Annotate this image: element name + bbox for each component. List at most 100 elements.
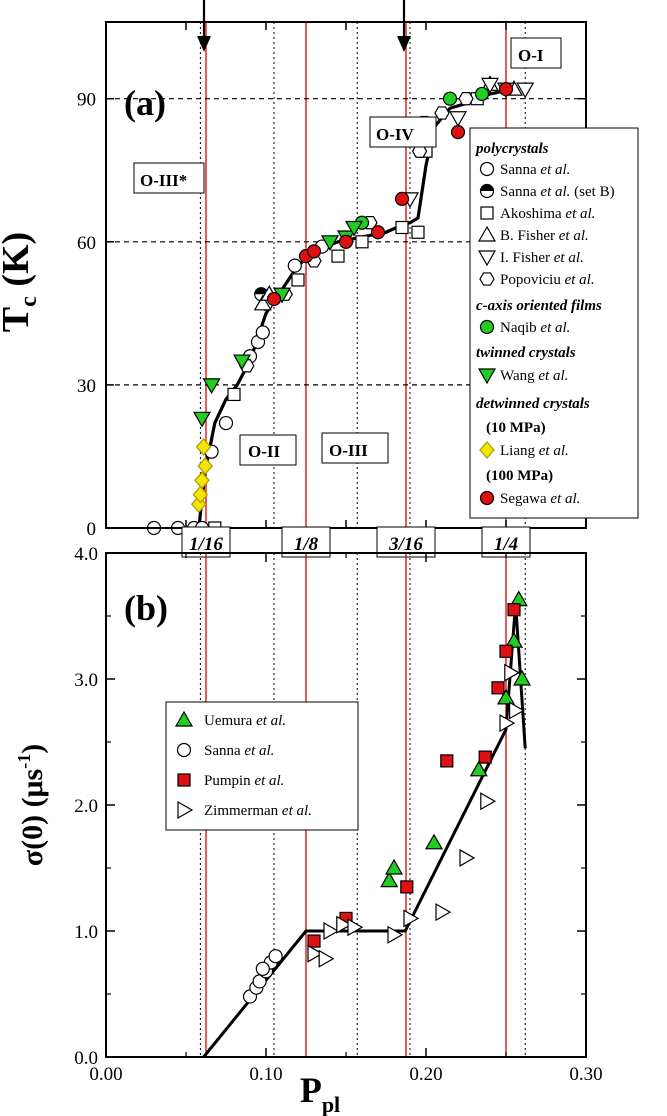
panel-b-point-square-red bbox=[307, 934, 321, 948]
panel-a-point-circle-red bbox=[338, 234, 354, 249]
legend-entry: B. Fisher et al. bbox=[500, 228, 589, 244]
panel-b-point-triangle-up-green bbox=[504, 631, 524, 648]
panel-b-x-tick-label: 0.30 bbox=[569, 1064, 602, 1085]
legend-marker-triangle-down-open bbox=[477, 250, 497, 267]
panel-b-x-axis-title: Ppl bbox=[300, 1070, 340, 1116]
panel-a-legend: polycrystals Sanna et al. Sanna et al. (se… bbox=[469, 127, 639, 519]
panel-a-point-triangle-down-green bbox=[202, 378, 221, 395]
legend-entry: Akoshima et al. bbox=[500, 206, 595, 222]
phase-label-o-iii: O-III bbox=[321, 432, 389, 464]
panel-a-y-tick-label: 0 bbox=[87, 519, 97, 540]
panel-a-point-diamond-yellow bbox=[192, 485, 209, 504]
fraction-label: 1/4 bbox=[494, 534, 518, 555]
fraction-label: 1/16 bbox=[189, 534, 223, 555]
svg-text:O-III: O-III bbox=[329, 441, 368, 460]
top-arrows bbox=[197, 0, 411, 52]
legend-marker-diamond-yellow bbox=[479, 441, 495, 459]
panel-a-y-axis-title: Tc (K) bbox=[0, 232, 42, 332]
legend-entry: Liang et al. bbox=[500, 443, 569, 459]
panel-a-point-circle-red bbox=[450, 124, 466, 140]
panel-b-point-square-red bbox=[491, 681, 505, 695]
legend-group-heading: polycrystals bbox=[474, 141, 549, 157]
panel-b-point-triangle-right-open bbox=[307, 944, 324, 963]
panel-b-legend-marker-square-red bbox=[177, 773, 191, 787]
panel-b-legend-marker-circle-open bbox=[176, 742, 192, 758]
panel-b-point-square-red bbox=[507, 603, 521, 617]
panel-b-point-triangle-right-open bbox=[459, 848, 476, 867]
panel-a-point-triangle-down-open bbox=[480, 77, 500, 94]
panel-b-point-triangle-up-green bbox=[380, 871, 399, 888]
legend-marker-circle-green bbox=[479, 319, 495, 335]
panel-a-point-triangle-down-green bbox=[344, 220, 364, 237]
legend-entry: Popoviciu et al. bbox=[500, 272, 595, 288]
panel-a-y-tick-label: 60 bbox=[77, 233, 96, 254]
panel-a-point-circle-open bbox=[255, 325, 270, 340]
panel-b-point-square-red bbox=[499, 644, 513, 658]
panel-a-point-circle-green bbox=[442, 91, 458, 106]
legend-entry: Naqib et al. bbox=[500, 320, 570, 336]
panel-a-point-circle-green bbox=[474, 86, 490, 102]
legend-marker-square-open bbox=[480, 206, 494, 220]
panel-a-point-triangle-down-open bbox=[516, 82, 535, 99]
panel-b-point-square-red bbox=[440, 754, 454, 768]
panel-b-point-triangle-right-open bbox=[435, 903, 452, 922]
panel-a-y-axis-title-sub: c bbox=[16, 296, 42, 307]
panel-a-point-square-open bbox=[355, 235, 369, 249]
panel-b-point-circle-open bbox=[255, 961, 270, 976]
panel-a-point-square-open bbox=[395, 220, 409, 235]
panel-b-label: (b) bbox=[124, 588, 168, 628]
legend-marker-triangle-up-open bbox=[477, 225, 497, 242]
panel-b-x-axis-title-sub: pl bbox=[322, 1092, 340, 1116]
panel-a-point-circle-red bbox=[370, 225, 386, 240]
panel-b-ticks: 0.0 1.0 2.0 3.0 4.0 0.00 0.10 0.20 0.30 bbox=[74, 544, 602, 1085]
panel-b-point-triangle-right-open bbox=[499, 714, 516, 733]
legend-marker-circle-open bbox=[479, 161, 495, 177]
phase-label-o-iv: O-IV bbox=[369, 116, 437, 148]
panel-b-point-triangle-right-open bbox=[509, 701, 525, 720]
panel-a-point-circle-red bbox=[498, 82, 514, 97]
panel-b-point-triangle-up-green bbox=[469, 760, 488, 777]
panel-a-point-diamond-yellow bbox=[195, 437, 212, 456]
panel-b: 0.0 1.0 2.0 3.0 4.0 0.00 0.10 0.20 0.30 (b) σ(0)… bbox=[14, 544, 603, 1116]
panel-b-point-triangle-up-green bbox=[384, 858, 404, 875]
panel-a-point-diamond-yellow bbox=[194, 471, 210, 490]
panel-b-y-tick-label: 4.0 bbox=[74, 544, 98, 565]
panel-b-y-axis-title-main: σ(0) (μs bbox=[16, 769, 49, 866]
legend-marker-circle-half bbox=[479, 183, 495, 199]
legend-entry: Sanna et al. (set B) bbox=[500, 184, 615, 200]
fraction-label: 3/16 bbox=[388, 534, 423, 555]
panel-b-y-tick-label: 1.0 bbox=[74, 922, 98, 943]
panel-a-point-square-open bbox=[411, 225, 425, 239]
panel-a-point-hexagon-open bbox=[458, 92, 474, 106]
legend-note: (100 MPa) bbox=[486, 468, 553, 484]
panel-b-legend: Uemura et al. Sanna et al. Pumpin et al. Zi… bbox=[165, 701, 359, 831]
panel-b-point-circle-open bbox=[268, 949, 283, 964]
panel-b-legend-entry: Pumpin et al. bbox=[204, 773, 284, 789]
panel-a-y-ticks: 0 30 60 90 bbox=[77, 22, 587, 540]
panel-a-point-triangle-down-green bbox=[320, 235, 340, 252]
panel-b-point-triangle-right-open bbox=[336, 915, 353, 934]
panel-a-point-triangle-down-green bbox=[192, 411, 212, 428]
panel-a-point-circle-red bbox=[394, 191, 410, 206]
panel-a-point-square-open bbox=[331, 249, 345, 263]
panel-a-point-hexagon-open bbox=[434, 106, 450, 120]
panel-b-fit-curve bbox=[202, 601, 527, 1058]
panel-b-legend-entry: Uemura et al. bbox=[204, 713, 286, 729]
panel-b-point-triangle-right-open bbox=[347, 918, 364, 937]
panel-b-x-axis-title-main: P bbox=[300, 1070, 322, 1110]
panel-a-y-tick-label: 90 bbox=[77, 90, 96, 111]
panel-b-point-triangle-right-open bbox=[403, 909, 420, 928]
panel-b-legend-marker-triangle-up-green bbox=[174, 710, 194, 727]
legend-marker-circle-red bbox=[479, 490, 495, 506]
panel-b-y-tick-label: 3.0 bbox=[74, 670, 98, 691]
panel-a-label: (a) bbox=[124, 83, 166, 123]
panel-a-point-triangle-down-open bbox=[448, 111, 468, 127]
svg-text:O-I: O-I bbox=[518, 46, 544, 65]
fraction-labels: 1/16 1/8 3/16 1/4 bbox=[181, 526, 531, 558]
legend-group-heading: detwinned crystals bbox=[476, 396, 590, 412]
panel-a-y-tick-label: 30 bbox=[77, 376, 96, 397]
panel-b-point-square-red bbox=[400, 880, 414, 894]
panel-a-y-axis-title-unit: (K) bbox=[0, 232, 37, 296]
svg-text:O-II: O-II bbox=[248, 442, 281, 461]
